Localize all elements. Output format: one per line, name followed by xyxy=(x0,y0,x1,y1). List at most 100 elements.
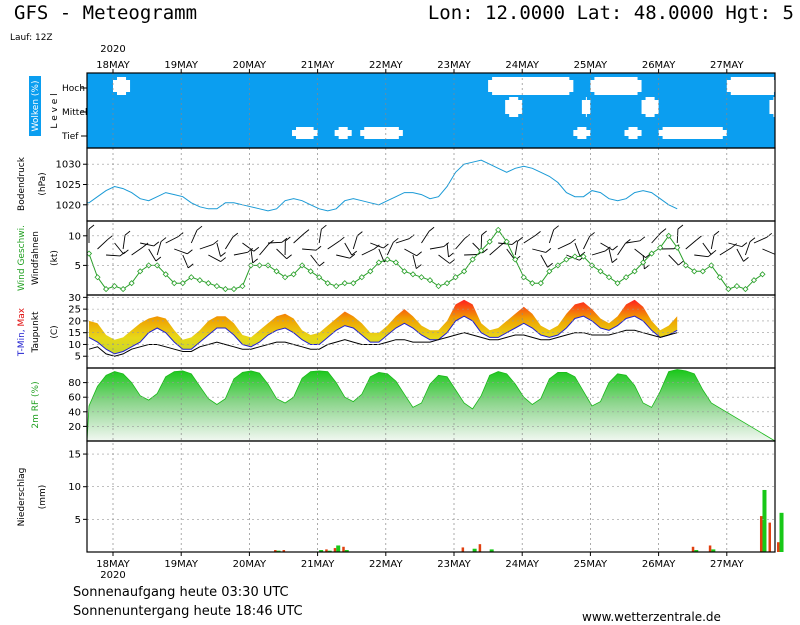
day-label-top: 22MAY xyxy=(369,60,403,71)
wind-speed-point xyxy=(716,274,723,281)
wind-barb xyxy=(498,242,513,245)
panel-frame-pressure xyxy=(86,147,776,222)
wind-speed-point xyxy=(188,274,195,281)
wind-barb xyxy=(404,248,417,257)
wind-barb-flag xyxy=(713,230,720,236)
wind-speed-point xyxy=(171,280,178,287)
wind-barb-flag xyxy=(160,237,167,242)
wind-barb xyxy=(548,229,555,244)
day-label-top: 21MAY xyxy=(301,60,335,71)
humidity-tick-label: 20 xyxy=(68,422,81,433)
wind-speed-point xyxy=(120,286,127,293)
wind-barb-flag xyxy=(449,259,455,264)
wind-barb xyxy=(514,241,519,256)
wind-barb-flag xyxy=(416,251,422,257)
wind-speed-point xyxy=(495,226,502,233)
precip-bar-green xyxy=(711,549,716,552)
wind-speed-point xyxy=(392,259,399,266)
wind-barb-flag xyxy=(187,249,193,255)
day-label-top: 23MAY xyxy=(437,60,471,71)
wind-barb-flag xyxy=(741,242,748,247)
wind-speed-point xyxy=(324,280,331,287)
wind-speed-point xyxy=(102,286,110,293)
wind-barb-flag xyxy=(119,251,126,257)
wind-speed-point xyxy=(699,268,706,275)
wind-barb xyxy=(710,235,715,250)
humidity-tick-label: 40 xyxy=(68,407,81,418)
wind-barb xyxy=(156,241,162,256)
wind-speed-point xyxy=(239,283,246,290)
mid-cloud-clear xyxy=(769,100,775,114)
wind-barb xyxy=(242,242,255,252)
precip-bar-green xyxy=(344,550,349,552)
temperature-range-area xyxy=(89,299,678,354)
precip-bar-green xyxy=(762,489,767,552)
wind-barb xyxy=(122,235,126,250)
wind-speed-point xyxy=(290,271,297,278)
wind-barb-flag xyxy=(357,231,363,236)
wind-barb xyxy=(106,254,121,257)
wind-barb-flag xyxy=(775,250,780,254)
wind-speed-point xyxy=(409,271,417,278)
wind-barb xyxy=(540,254,549,268)
wind-barb-flag xyxy=(743,257,749,262)
wind-speed-point xyxy=(537,280,544,287)
wind-speed-point xyxy=(733,283,740,290)
low-cloud-clear xyxy=(628,127,638,139)
wind-barb-flag xyxy=(428,226,435,232)
wind-barb-flag xyxy=(678,260,684,266)
wind-speed-point xyxy=(640,259,647,266)
cloud-ylabel: Wolken (%) xyxy=(31,81,41,132)
wind-speed-point xyxy=(213,283,220,290)
wind-barb-flag xyxy=(286,254,292,260)
wind-barb xyxy=(429,246,444,250)
wind-barb-flag xyxy=(731,243,738,248)
wind-barb-flag xyxy=(766,232,773,238)
precip-bar-green xyxy=(694,550,699,552)
wind-barb-flag xyxy=(416,264,422,269)
wind-barb xyxy=(293,233,305,244)
wind-barb xyxy=(668,254,679,266)
day-label-bottom: 23MAY xyxy=(437,559,471,570)
hgt-value: 5 xyxy=(782,2,794,24)
wind-barb xyxy=(634,248,646,258)
precip-bar-red xyxy=(759,516,763,552)
wind-barb xyxy=(694,254,709,258)
precip-bar-red xyxy=(333,548,337,552)
temperature-unit: (C) xyxy=(50,325,60,338)
wind-speed-point xyxy=(418,274,425,281)
wind-speed-point xyxy=(750,277,758,284)
wind-speed-point xyxy=(580,253,587,260)
precip-bar-green xyxy=(489,549,494,552)
cloud-label-box xyxy=(29,76,41,136)
wind-speed-point xyxy=(273,268,280,275)
precip-bar-green xyxy=(472,548,477,552)
wind-speed-point xyxy=(546,268,553,275)
wind-barb xyxy=(327,240,340,250)
wind-barb-flag xyxy=(187,263,194,269)
high-cloud-clear xyxy=(730,77,774,95)
wind-speed-point xyxy=(631,268,638,275)
wind-barb xyxy=(174,248,188,255)
year-label-top: 2020 xyxy=(100,44,125,55)
wind-barb xyxy=(608,248,613,263)
wind-speed-point xyxy=(426,277,434,284)
precip-tick-label: 5 xyxy=(75,515,81,526)
temperature-tick-label: 15 xyxy=(68,328,81,339)
day-label-bottom: 26MAY xyxy=(642,559,676,570)
wind-barb xyxy=(352,235,358,250)
wind-barb xyxy=(395,238,410,244)
wind-barb xyxy=(719,247,732,256)
precip-ylabel: Niederschlag xyxy=(17,468,27,527)
wind-speed-point xyxy=(401,268,408,275)
wind-barb-flag xyxy=(268,239,274,245)
humidity-area xyxy=(87,369,775,441)
wind-speed-point xyxy=(205,280,212,287)
humidity-tick-label: 80 xyxy=(68,378,81,389)
wind-barb xyxy=(574,242,581,257)
wind-speed-point xyxy=(623,274,630,281)
day-label-bottom: 27MAY xyxy=(710,559,744,570)
wind-barb-flag xyxy=(393,237,399,243)
lat-value: 48.0000 xyxy=(633,2,714,24)
